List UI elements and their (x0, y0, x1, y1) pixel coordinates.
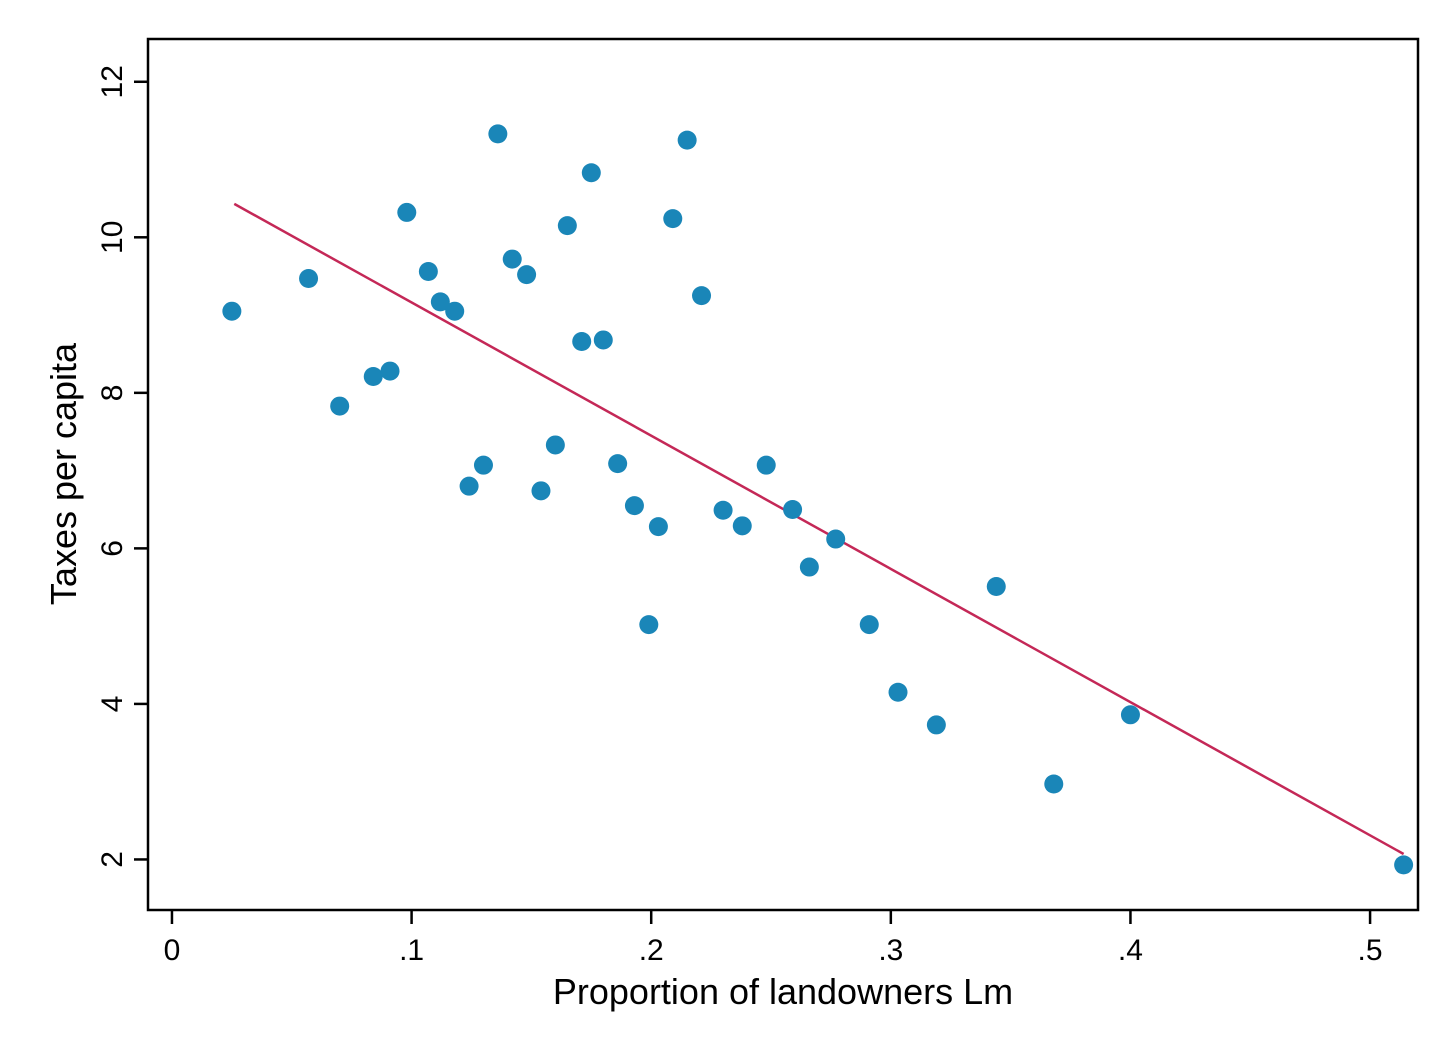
x-tick-label: .1 (399, 934, 424, 967)
data-point (299, 269, 319, 289)
data-point (572, 332, 592, 352)
data-point (517, 265, 537, 285)
data-point (557, 216, 577, 236)
data-point (713, 500, 733, 520)
plot-frame (146, 37, 1420, 912)
data-point (826, 529, 846, 549)
data-point (593, 330, 613, 350)
data-point (222, 301, 242, 321)
x-axis-ticks: 0 .1 .2 .3 .4 .5 (164, 910, 1383, 967)
y-tick-label: 2 (96, 851, 129, 868)
data-point (418, 262, 438, 282)
data-point (648, 517, 668, 537)
data-point (473, 455, 493, 475)
data-point (663, 209, 683, 229)
data-point (799, 557, 819, 577)
fit-line-layer (233, 202, 1405, 856)
data-point (1044, 774, 1064, 794)
y-tick-label: 12 (96, 65, 129, 98)
data-point (488, 124, 508, 144)
x-tick-label: .5 (1358, 934, 1383, 967)
data-point (459, 476, 479, 496)
data-point (581, 163, 601, 183)
data-point (1120, 705, 1140, 725)
data-point (363, 367, 383, 387)
data-point (445, 301, 465, 321)
data-point (986, 576, 1006, 596)
data-point (502, 249, 522, 269)
data-point (330, 396, 350, 416)
y-axis-ticks: 2 4 6 8 10 12 (96, 65, 148, 868)
x-axis-title: Proportion of landowners Lm (553, 971, 1013, 1012)
data-point (783, 499, 803, 519)
x-tick-label: .4 (1118, 934, 1143, 967)
data-point (859, 615, 879, 635)
data-point (397, 202, 417, 222)
data-point (732, 516, 752, 536)
data-point (888, 682, 908, 702)
data-point (692, 286, 712, 306)
data-point (545, 435, 565, 455)
data-point (1394, 855, 1414, 875)
y-tick-label: 8 (96, 385, 129, 402)
x-tick-label: 0 (164, 934, 181, 967)
x-tick-label: .2 (639, 934, 664, 967)
fit-line (233, 202, 1405, 856)
y-axis-title: Taxes per capita (43, 342, 84, 605)
y-tick-label: 6 (96, 540, 129, 557)
data-point (639, 615, 659, 635)
data-point (380, 361, 400, 381)
data-point (677, 130, 697, 150)
points-layer (222, 124, 1414, 875)
data-point (430, 292, 450, 312)
data-point (756, 455, 776, 475)
data-point (624, 496, 644, 516)
data-point (531, 481, 551, 501)
data-point (608, 454, 628, 474)
data-point (926, 715, 946, 735)
y-tick-label: 10 (96, 221, 129, 254)
y-tick-label: 4 (96, 696, 129, 713)
x-tick-label: .3 (878, 934, 903, 967)
